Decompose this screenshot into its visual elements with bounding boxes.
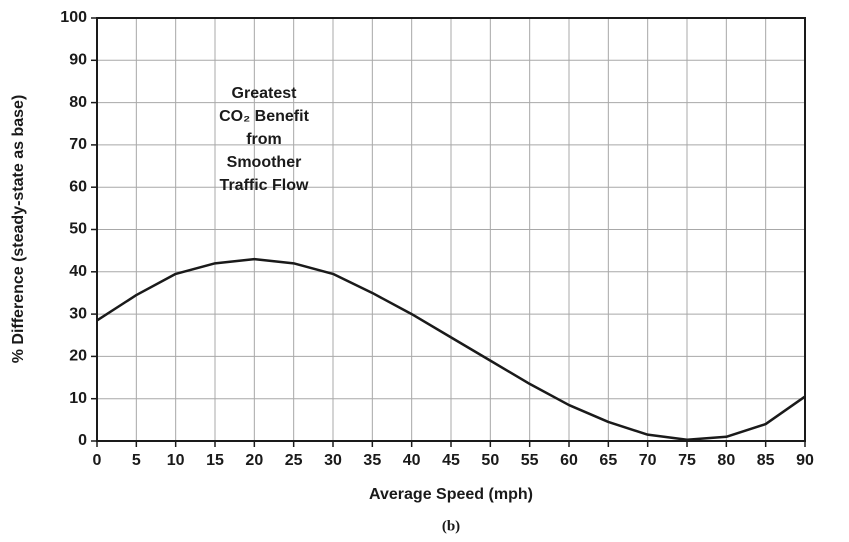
y-tick-label: 100	[60, 9, 87, 26]
data-line	[96, 257, 806, 441]
y-tick-label: 10	[69, 390, 87, 407]
annotation: Greatest	[232, 85, 298, 102]
x-tick-label: 20	[245, 452, 263, 469]
x-tick-label: 90	[796, 452, 814, 469]
x-tick-label: 65	[599, 452, 617, 469]
x-tick-label: 15	[206, 452, 224, 469]
x-axis-label: Average Speed (mph)	[369, 486, 533, 503]
y-tick-label: 0	[78, 432, 87, 449]
y-tick-label: 70	[69, 136, 87, 153]
x-tick-label: 85	[757, 452, 775, 469]
annotation: from	[246, 131, 282, 148]
y-tick-label: 50	[69, 221, 87, 238]
x-tick-label: 80	[717, 452, 735, 469]
y-tick-label: 60	[69, 178, 87, 195]
x-tick-label: 70	[639, 452, 657, 469]
annotation: Smoother	[227, 154, 302, 171]
y-tick-label: 80	[69, 94, 87, 111]
x-tick-label: 0	[93, 452, 102, 469]
x-tick-label: 5	[132, 452, 141, 469]
x-tick-label: 35	[363, 452, 381, 469]
y-tick-label: 20	[69, 348, 87, 365]
y-tick-label: 90	[69, 52, 87, 69]
x-tick-label: 30	[324, 452, 342, 469]
x-tick-label: 40	[403, 452, 421, 469]
x-tick-label: 45	[442, 452, 460, 469]
caption: (b)	[442, 518, 460, 534]
x-tick-label: 55	[521, 452, 539, 469]
x-tick-label: 75	[678, 452, 696, 469]
x-tick-label: 60	[560, 452, 578, 469]
x-tick-label: 10	[167, 452, 185, 469]
plot-frame	[96, 17, 806, 442]
y-tick-label: 30	[69, 305, 87, 322]
annotation: Traffic Flow	[220, 177, 309, 194]
x-tick-label: 50	[481, 452, 499, 469]
x-tick-label: 25	[285, 452, 303, 469]
y-axis-label: % Difference (steady-state as base)	[10, 95, 27, 364]
annotation: CO₂ Benefit	[219, 108, 309, 125]
y-tick-label: 40	[69, 263, 87, 280]
